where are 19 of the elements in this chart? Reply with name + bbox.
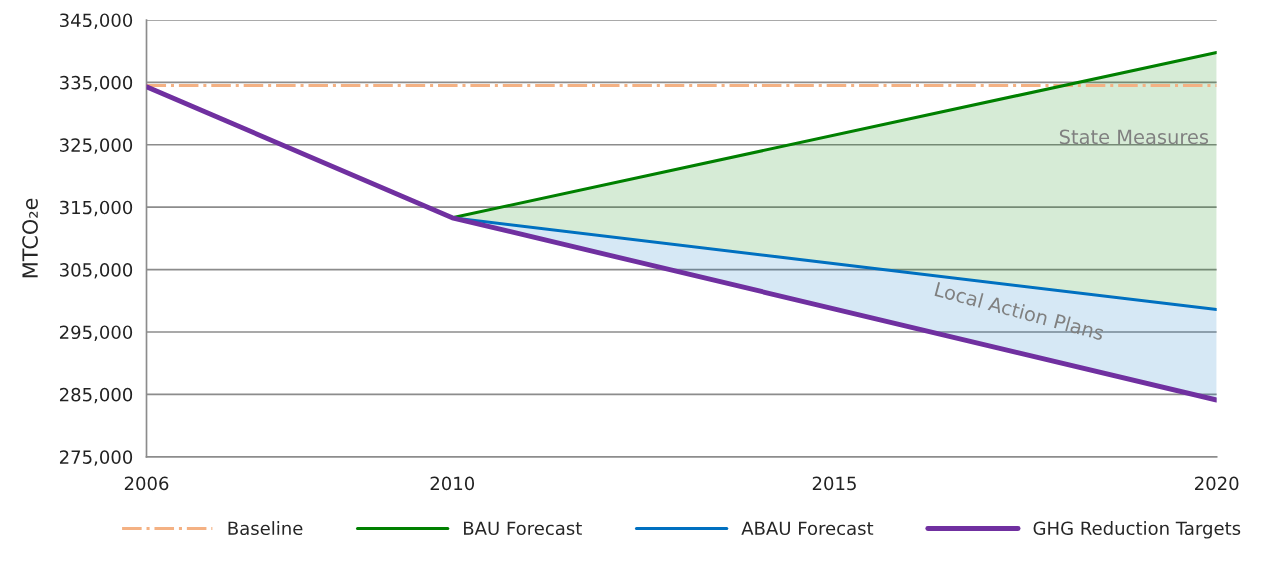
x-tick-label: 2006 (124, 476, 169, 491)
legend-label: ABAU Forecast (741, 521, 874, 536)
y-tick-label: 275,000 (59, 450, 133, 466)
y-tick-label: 345,000 (60, 13, 133, 29)
legend-label: GHG Reduction Targets (1033, 521, 1241, 539)
legend-label: BAU Forecast (464, 521, 582, 536)
x-tick-label: 2015 (812, 476, 856, 491)
annotation: State Measures (1059, 129, 1209, 145)
x-tick-label: 2020 (1195, 476, 1239, 491)
y-tick-label: 285,000 (59, 387, 133, 404)
y-axis-title: MTCO₂e (22, 198, 38, 278)
y-tick-label: 295,000 (59, 325, 133, 341)
legend-label: Baseline (228, 521, 303, 536)
annotation: Local Action Plans (934, 281, 1105, 341)
y-tick-label: 335,000 (60, 75, 133, 92)
x-tick-label: 2010 (430, 476, 475, 491)
y-tick-label: 315,000 (60, 200, 133, 217)
y-tick-label: 305,000 (60, 263, 133, 279)
y-tick-label: 325,000 (60, 138, 133, 154)
